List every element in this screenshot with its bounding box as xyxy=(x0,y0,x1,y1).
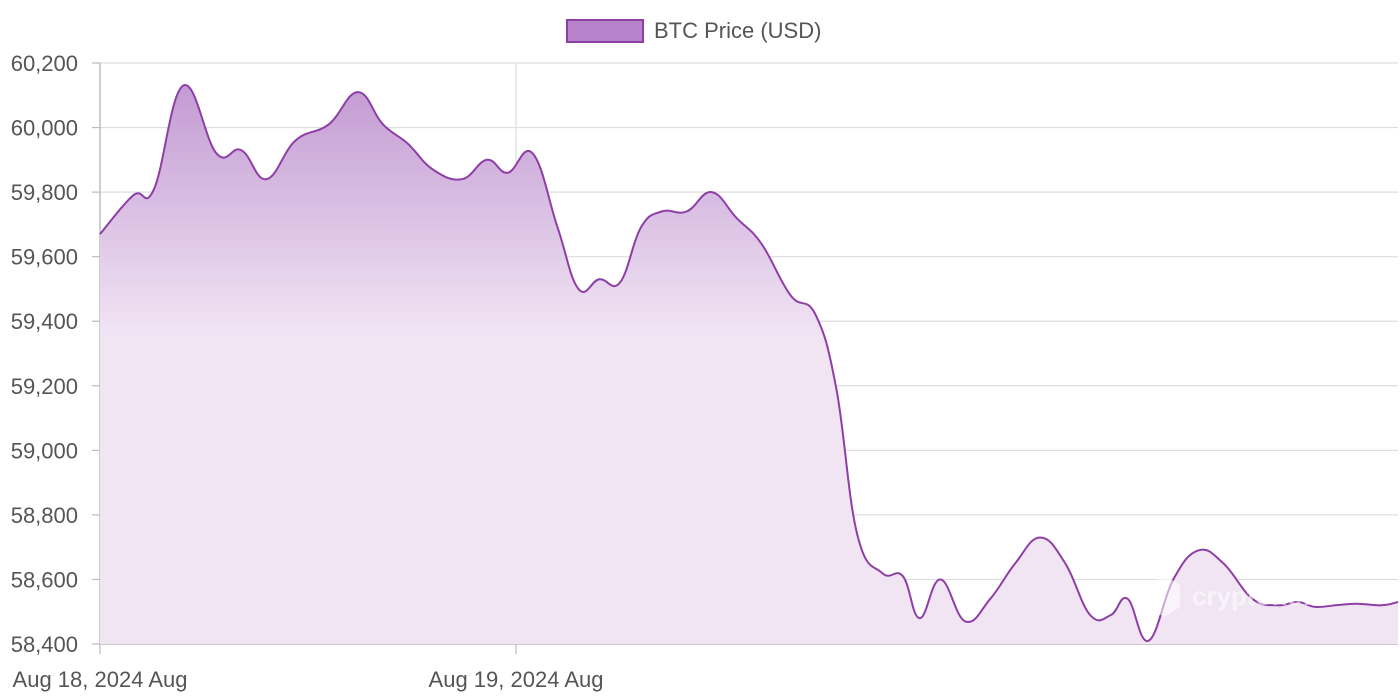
y-tick-label: 59,000 xyxy=(11,438,78,463)
y-tick-label: 60,200 xyxy=(11,51,78,76)
y-tick-label: 58,800 xyxy=(11,503,78,528)
series-btc-price xyxy=(99,84,1399,645)
watermark-text: cryptonews xyxy=(1192,581,1337,611)
x-tick-label: Aug 18, 2024 Aug xyxy=(13,667,188,692)
legend-swatch xyxy=(566,19,644,43)
y-tick-label: 59,600 xyxy=(11,245,78,270)
y-tick-label: 59,800 xyxy=(11,180,78,205)
watermark-logo-icon xyxy=(1148,575,1180,617)
y-tick-label: 58,600 xyxy=(11,567,78,592)
price-area-fill xyxy=(100,85,1398,645)
y-tick-label: 58,400 xyxy=(11,632,78,657)
y-tick-label: 59,200 xyxy=(11,374,78,399)
y-tick-label: 60,000 xyxy=(11,116,78,141)
price-line xyxy=(99,84,1399,642)
legend[interactable]: BTC Price (USD) xyxy=(566,18,821,44)
y-tick-label: 59,400 xyxy=(11,309,78,334)
legend-label: BTC Price (USD) xyxy=(654,18,822,43)
x-tick-label: Aug 19, 2024 Aug xyxy=(429,667,604,692)
watermark: cryptonews xyxy=(1148,575,1337,617)
tick-labels: 60,200 60,000 59,800 59,600 59,400 59,200 59,0… xyxy=(11,51,604,692)
